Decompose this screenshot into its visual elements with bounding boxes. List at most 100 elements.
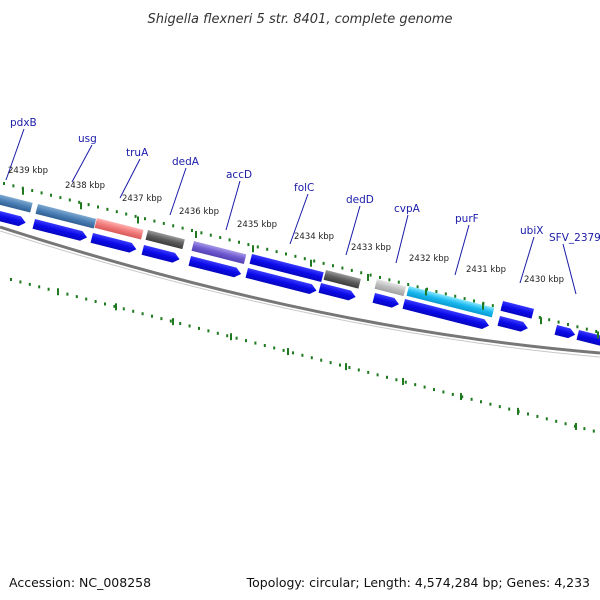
track-dot <box>442 390 445 394</box>
feature-purF <box>406 286 495 318</box>
cds-arrow <box>318 283 356 301</box>
track-dot <box>310 356 313 360</box>
cds-arrow <box>402 299 490 329</box>
cds-arrow <box>576 330 600 346</box>
ruler-tick <box>367 273 369 281</box>
track-dot <box>151 314 153 318</box>
gene-leader-line <box>5 128 25 181</box>
kbp-label: 2439 kbp <box>8 166 48 176</box>
track-dot <box>28 282 31 286</box>
track-dot <box>473 299 475 303</box>
track-dot <box>357 368 360 372</box>
feature-folC <box>249 254 324 282</box>
genome-backbone-shadow <box>0 230 600 358</box>
ruler-tick <box>252 245 254 253</box>
track-dot <box>198 326 200 330</box>
track-dot <box>132 309 135 313</box>
ruler-tick <box>80 202 82 210</box>
track-dot <box>350 268 353 272</box>
ruler-tick <box>540 317 542 325</box>
genome-backbone <box>0 225 600 355</box>
feature-pdxB <box>0 191 33 213</box>
gene-leader-line <box>119 158 141 199</box>
gene-leader-line <box>395 214 409 264</box>
track-dot <box>97 205 99 209</box>
track-dot <box>313 259 316 263</box>
ruler-tick <box>402 377 404 385</box>
track-dot <box>188 324 191 328</box>
track-dot <box>480 400 482 404</box>
track-dot <box>247 243 250 247</box>
track-dot <box>285 252 287 256</box>
track-dot <box>322 261 325 265</box>
track-dot <box>470 397 473 401</box>
map-title: Shigella flexneri 5 str. 8401, complete … <box>147 12 452 27</box>
track-dot <box>576 325 579 329</box>
kbp-label: 2438 kbp <box>65 181 105 191</box>
track-dot <box>292 351 294 355</box>
track-dot <box>153 219 156 223</box>
track-dot <box>444 292 447 296</box>
gene-label-folC: folC <box>294 182 314 194</box>
track-dot <box>181 226 184 230</box>
track-dot <box>134 214 137 218</box>
gene-label-ubiX: ubiX <box>520 225 543 237</box>
track-dot <box>10 278 12 281</box>
track-dot <box>68 198 71 202</box>
track-dot <box>564 422 567 426</box>
kbp-label: 2433 kbp <box>351 243 391 253</box>
kbp-label: 2431 kbp <box>466 265 506 275</box>
track-dot <box>238 240 240 244</box>
accession-label: Accession: NC_008258 <box>9 575 151 590</box>
gene-label-dedD: dedD <box>346 194 374 206</box>
feature-cvpA <box>374 279 407 297</box>
track-dot <box>87 203 90 207</box>
ruler-tick <box>482 302 484 310</box>
track-dot <box>527 412 529 416</box>
track-dot <box>106 207 109 211</box>
track-dot <box>254 341 257 345</box>
ruler-tick <box>172 318 174 326</box>
gene-leader-line <box>345 205 361 256</box>
kbp-label: 2436 kbp <box>179 207 219 217</box>
cds-arrow <box>372 293 399 308</box>
ruler-tick <box>517 407 519 415</box>
track-dot <box>592 429 595 433</box>
track-dot <box>172 224 175 228</box>
track-dot <box>557 320 560 324</box>
track-dot <box>595 329 598 333</box>
track-dot <box>141 312 144 316</box>
track-dot <box>40 191 43 195</box>
track-dot <box>59 196 62 200</box>
ruler-tick <box>287 348 289 356</box>
track-dot <box>498 405 501 409</box>
track-dot <box>122 307 125 311</box>
cds-arrow <box>90 233 137 253</box>
gene-leader-line <box>71 144 93 183</box>
track-dot <box>320 358 323 362</box>
track-dot <box>207 329 210 333</box>
gene-label-usg: usg <box>78 133 97 145</box>
track-dot <box>433 388 435 392</box>
track-dot <box>583 427 586 431</box>
track-dot <box>341 266 344 270</box>
track-dot <box>423 385 426 389</box>
gene-label-pdxB: pdxB <box>10 117 37 129</box>
track-dot <box>301 353 304 357</box>
cds-arrow <box>497 316 528 332</box>
cds-arrow <box>554 325 576 339</box>
track-dot <box>113 304 116 308</box>
track-dot <box>50 193 52 197</box>
track-dot <box>38 285 41 289</box>
gene-label-SFV_2379: SFV_2379 <box>549 232 600 244</box>
track-dot <box>407 283 410 287</box>
track-dot <box>332 264 334 268</box>
track-dot <box>209 233 212 237</box>
track-dot <box>263 344 266 348</box>
track-dot <box>160 317 163 321</box>
feature-ubiX <box>500 301 535 319</box>
track-dot <box>348 366 351 370</box>
track-dot <box>435 290 438 294</box>
ruler-tick <box>460 393 462 401</box>
